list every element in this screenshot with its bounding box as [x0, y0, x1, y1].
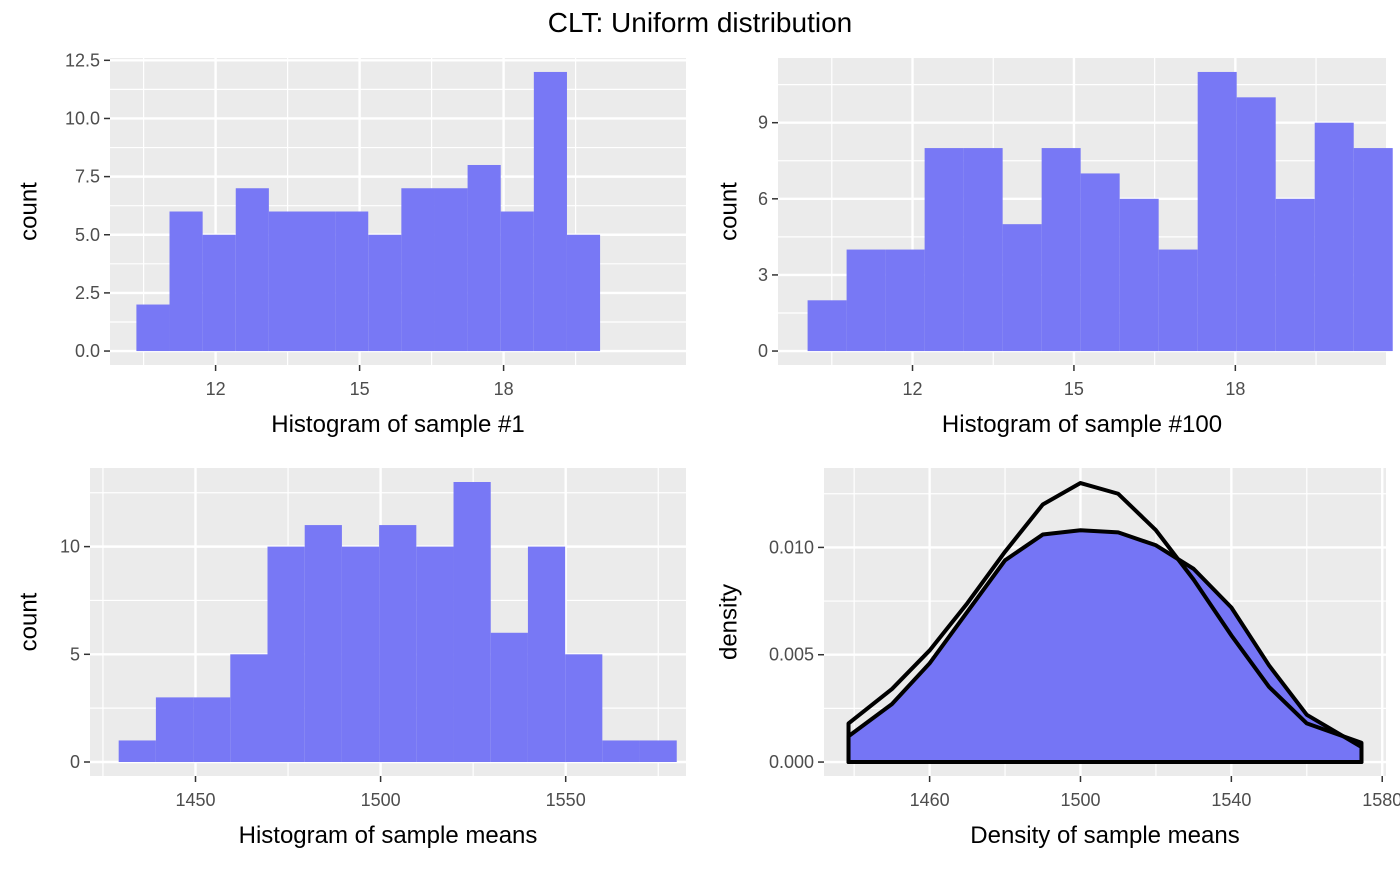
axes: 12 15 18 0.0 2.5 5.0 7.5 10.0 12.5: [65, 50, 514, 399]
histogram-bar: [453, 482, 491, 762]
histogram-bar: [368, 234, 402, 352]
histogram-bar: [885, 249, 925, 352]
histogram-bar: [335, 211, 369, 352]
histogram-bar: [267, 546, 305, 762]
x-tick-label: 1580: [1362, 790, 1400, 810]
y-tick-label: 7.5: [75, 167, 100, 187]
histogram-bar: [434, 188, 468, 352]
x-tick-label: 15: [1064, 379, 1084, 399]
histogram-bar: [500, 211, 534, 352]
density-area-fill: [848, 530, 1362, 763]
histogram-bar: [169, 211, 203, 352]
histogram-bar: [304, 525, 342, 762]
histogram-bar: [533, 71, 567, 352]
histogram-bar: [1041, 148, 1081, 352]
y-axis-title: count: [15, 592, 42, 651]
histogram-bar: [1236, 97, 1276, 352]
y-axis-title: count: [15, 182, 42, 241]
histogram-bar: [136, 304, 170, 352]
histogram-bar: [527, 546, 566, 762]
y-tick-label: 5: [70, 644, 80, 664]
bars: [807, 71, 1393, 352]
x-axis-title: Histogram of sample #1: [271, 411, 524, 438]
y-tick-label: 0: [70, 752, 80, 772]
y-tick-label: 0: [758, 341, 768, 361]
histogram-bar: [639, 740, 677, 762]
y-tick-label: 0.005: [769, 645, 814, 665]
x-tick-label: 1450: [175, 790, 215, 810]
bars: [118, 482, 677, 762]
histogram-bar: [1353, 148, 1393, 352]
y-tick-label: 0.0: [75, 341, 100, 361]
histogram-bar: [235, 188, 269, 352]
histogram-bar: [565, 654, 603, 762]
histogram-bar: [416, 546, 454, 762]
y-tick-label: 10: [60, 537, 80, 557]
histogram-bar: [118, 740, 156, 762]
density-outline-filled: [846, 528, 1364, 765]
histogram-bar: [268, 211, 302, 352]
x-tick-label: 15: [350, 379, 370, 399]
x-axis-title: Density of sample means: [970, 822, 1239, 849]
histogram-bar: [602, 740, 640, 762]
axes: 1460 1500 1540 1580 0.000 0.005 0.010: [769, 537, 1400, 810]
chart-panel-4: 1460 1500 1540 1580 0.000 0.005 0.010 Density o…: [715, 468, 1400, 849]
x-tick-label: 1500: [1060, 790, 1100, 810]
histogram-bar: [490, 632, 528, 762]
y-axis-title: count: [715, 182, 742, 241]
y-tick-label: 9: [758, 113, 768, 133]
y-tick-label: 6: [758, 189, 768, 209]
y-tick-label: 5.0: [75, 225, 100, 245]
chart-panel-2: 12 15 18 0 3 6 9 Histogram of sample #100 count: [715, 58, 1393, 438]
histogram-bar: [566, 234, 601, 352]
histogram-bar: [1080, 173, 1120, 352]
y-tick-label: 10.0: [65, 108, 100, 128]
histogram-bar: [302, 211, 336, 352]
histogram-bar: [1275, 198, 1315, 352]
bars: [136, 71, 601, 352]
y-tick-label: 12.5: [65, 50, 100, 70]
histogram-bar: [1314, 122, 1354, 352]
x-tick-label: 1500: [361, 790, 401, 810]
y-tick-label: 0.010: [769, 537, 814, 557]
x-tick-label: 12: [206, 379, 226, 399]
y-tick-label: 3: [758, 265, 768, 285]
histogram-bar: [924, 148, 964, 352]
histogram-bar: [846, 249, 886, 352]
histogram-bar: [341, 546, 380, 762]
histogram-bar: [467, 164, 501, 352]
x-tick-label: 12: [902, 379, 922, 399]
axes: 1450 1500 1550 0 5 10: [60, 537, 586, 810]
histogram-bar: [202, 234, 236, 352]
histogram-bar: [807, 300, 847, 352]
x-tick-label: 1460: [910, 790, 950, 810]
histogram-bar: [230, 654, 268, 762]
panels: 12 15 18 0.0 2.5 5.0 7.5 10.0 12.5 Histogram of s…: [15, 50, 1400, 849]
y-axis-title: density: [715, 584, 742, 660]
histogram-bar: [401, 188, 435, 352]
histogram-bar: [193, 697, 231, 762]
x-axis-title: Histogram of sample means: [239, 822, 538, 849]
x-tick-label: 1540: [1211, 790, 1251, 810]
histogram-bar: [1002, 224, 1042, 352]
histogram-bar: [1158, 249, 1198, 352]
chart-panel-3: 1450 1500 1550 0 5 10 Histogram of sample mean…: [15, 468, 686, 849]
density-outline: [846, 481, 1364, 765]
chart-panel-1: 12 15 18 0.0 2.5 5.0 7.5 10.0 12.5 Histogram of s…: [15, 50, 686, 438]
x-tick-label: 18: [494, 379, 514, 399]
x-tick-label: 1550: [546, 790, 586, 810]
density-series: [846, 481, 1364, 765]
y-tick-label: 0.000: [769, 752, 814, 772]
main-title: CLT: Uniform distribution: [548, 7, 852, 38]
histogram-bar: [963, 148, 1003, 352]
x-tick-label: 18: [1225, 379, 1245, 399]
histogram-bar: [379, 525, 417, 762]
axes: 12 15 18 0 3 6 9: [758, 113, 1245, 399]
histogram-bar: [1119, 198, 1159, 352]
histogram-bar: [155, 697, 194, 762]
x-axis-title: Histogram of sample #100: [942, 411, 1222, 438]
histogram-bar: [1197, 71, 1237, 352]
y-tick-label: 2.5: [75, 283, 100, 303]
